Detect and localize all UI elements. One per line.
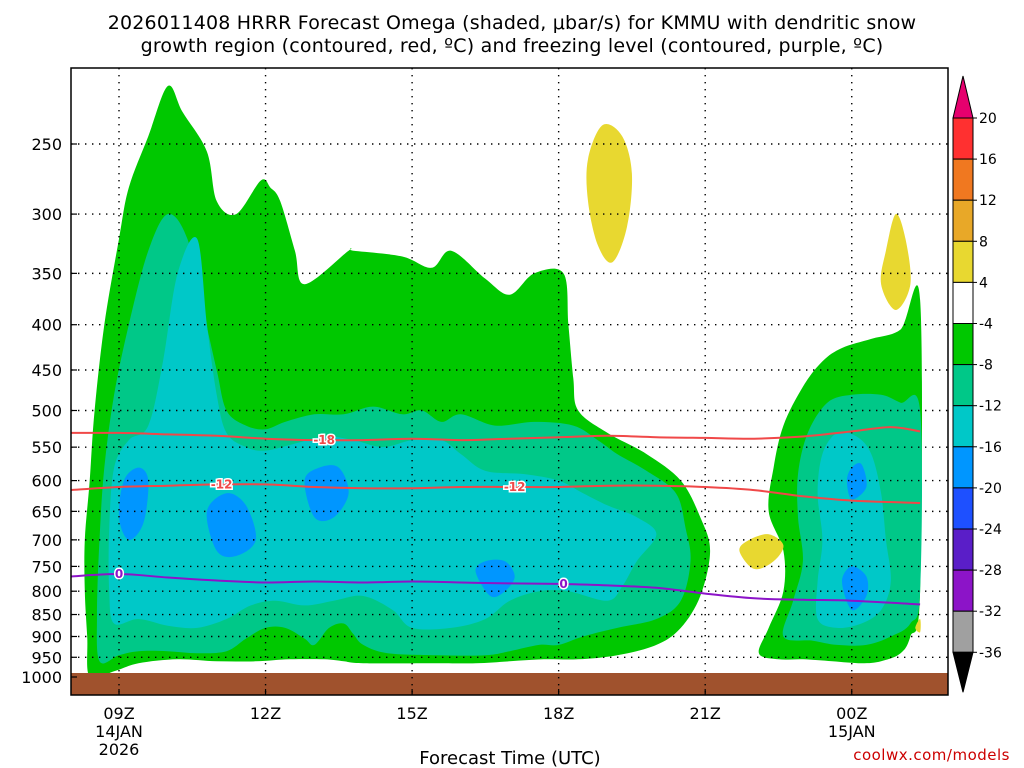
x-tick-date: 14JAN — [95, 722, 143, 741]
x-tick-label: 18Z — [543, 704, 574, 723]
y-tick-label: 300 — [31, 205, 62, 224]
ground-layer — [71, 673, 948, 695]
y-tick-label: 600 — [31, 472, 62, 491]
omega-region — [915, 618, 921, 633]
omega-region — [586, 124, 633, 263]
colorbar-swatch — [952, 610, 974, 653]
omega-region — [846, 462, 867, 500]
chart-title-line2: growth region (contoured, red, ºC) and f… — [141, 35, 884, 57]
chart-title-line1: 2026011408 HRRR Forecast Omega (shaded, … — [108, 12, 917, 34]
credit-text: coolwx.com/models — [853, 746, 1010, 764]
y-tick-label: 950 — [31, 648, 62, 667]
colorbar-swatch — [952, 117, 974, 160]
y-tick-label: 900 — [31, 627, 62, 646]
contour-lines: -18 -12 -12 0 0 — [71, 426, 921, 606]
colorbar-label: -20 — [979, 481, 1002, 497]
colorbar-swatch — [952, 446, 974, 489]
y-axis: 250 300 350 400 450 500 550 600 650 700 750 800 850 9… — [21, 135, 77, 687]
freezing-level-line — [71, 572, 921, 606]
contour-label: 0 — [115, 567, 123, 581]
contour-label: -12 — [504, 480, 526, 494]
plot-area: -18 -12 -12 0 0 — [71, 68, 948, 695]
y-tick-label: 400 — [31, 316, 62, 335]
colorbar-swatch — [952, 323, 974, 366]
x-tick-label: 21Z — [690, 704, 721, 723]
colorbar-label: -36 — [979, 645, 1002, 661]
omega-region — [475, 559, 515, 598]
colorbar-swatch — [952, 569, 974, 612]
y-tick-label: 850 — [31, 606, 62, 625]
colorbar-swatch — [952, 528, 974, 571]
colorbar-label: -28 — [979, 563, 1002, 579]
colorbar-label: -12 — [979, 399, 1002, 415]
colorbar: 20 16 12 8 4 -4 -8 -12 -16 -20 -24 -28 -32 -36 — [952, 75, 1002, 693]
colorbar-label: 20 — [979, 111, 997, 127]
x-tick-label: 09Z — [103, 704, 134, 723]
y-tick-label: 450 — [31, 361, 62, 380]
y-tick-label: 500 — [31, 402, 62, 421]
colorbar-label: 16 — [979, 152, 997, 168]
colorbar-swatch — [952, 158, 974, 201]
x-tick-label: 12Z — [250, 704, 281, 723]
omega-region — [880, 213, 911, 310]
colorbar-label: 12 — [979, 193, 997, 209]
y-tick-label: 350 — [31, 264, 62, 283]
colorbar-swatch — [952, 405, 974, 448]
y-tick-label: 650 — [31, 502, 62, 521]
colorbar-swatch — [952, 364, 974, 407]
colorbar-swatch — [952, 487, 974, 530]
omega-region — [739, 534, 784, 570]
colorbar-swatch — [952, 281, 974, 324]
colorbar-swatch — [952, 240, 974, 283]
contour-label: -18 — [313, 433, 335, 447]
plot-frame — [70, 67, 949, 696]
y-tick-label: 700 — [31, 531, 62, 550]
dendritic-contour-line — [71, 483, 921, 504]
omega-region — [206, 493, 257, 558]
colorbar-label: -24 — [979, 522, 1002, 538]
x-tick-date: 15JAN — [828, 722, 876, 741]
colorbar-swatch — [952, 199, 974, 242]
contour-label: -12 — [211, 477, 233, 491]
colorbar-label: 8 — [979, 234, 988, 250]
y-tick-label: 800 — [31, 582, 62, 601]
colorbar-label: -4 — [979, 317, 993, 333]
contour-label: 0 — [559, 577, 567, 591]
colorbar-label: 4 — [979, 275, 988, 291]
y-tick-label: 1000 — [21, 668, 62, 687]
y-tick-label: 250 — [31, 135, 62, 154]
y-tick-label: 750 — [31, 557, 62, 576]
omega-region — [304, 465, 349, 522]
colorbar-label: -16 — [979, 440, 1002, 456]
colorbar-top-arrow — [952, 75, 974, 119]
omega-shading — [84, 85, 923, 679]
x-tick-label: 00Z — [836, 704, 867, 723]
x-axis-label: Forecast Time (UTC) — [419, 748, 600, 768]
y-tick-label: 550 — [31, 438, 62, 457]
colorbar-bottom-arrow — [952, 651, 974, 693]
colorbar-label: -32 — [979, 604, 1002, 620]
colorbar-label: -8 — [979, 358, 993, 374]
x-tick-year: 2026 — [99, 740, 140, 759]
dendritic-contour-line — [71, 426, 921, 442]
ground-surface — [71, 673, 948, 695]
omega-region — [842, 566, 869, 611]
x-tick-label: 15Z — [396, 704, 427, 723]
